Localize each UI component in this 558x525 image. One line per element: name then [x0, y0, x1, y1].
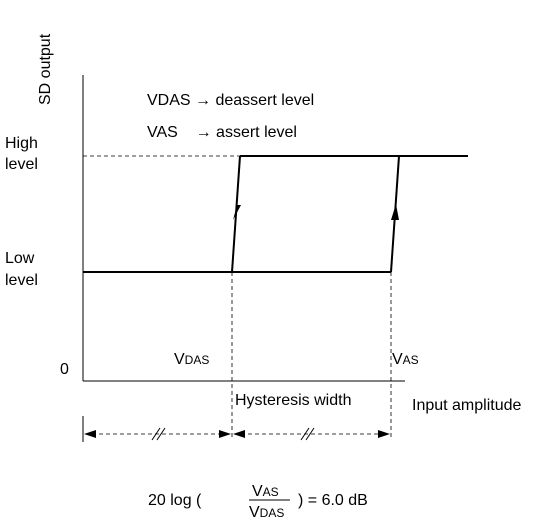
symbol: V	[249, 504, 260, 521]
formula-prefix: 20 log (	[148, 492, 202, 509]
symbol: V	[392, 351, 403, 368]
dimension-arrow	[233, 430, 245, 438]
hysteresis-width-label: Hysteresis width	[235, 392, 351, 409]
symbol: V	[174, 351, 185, 368]
symbol: V	[252, 483, 263, 500]
vdas-label: VDAS	[174, 351, 209, 368]
formula-suffix: ) = 6.0 dB	[298, 492, 368, 509]
low-level-label: level	[5, 272, 38, 289]
legend-entry: VAS → assert level	[147, 124, 297, 141]
formula-numerator: VAS	[252, 483, 279, 500]
dimension-arrow	[378, 430, 390, 438]
low-level-label: Low	[5, 250, 35, 267]
dimension-arrow	[219, 430, 231, 438]
formula-denominator: VDAS	[249, 504, 284, 521]
subscript: AS	[263, 485, 279, 499]
subscript: AS	[403, 353, 419, 367]
arrow-up	[391, 204, 399, 220]
subscript: DAS	[260, 506, 285, 520]
x-axis-label: Input amplitude	[412, 397, 522, 414]
vas-label: VAS	[392, 351, 419, 368]
high-level-label: High	[5, 135, 38, 152]
high-level-label: level	[5, 156, 38, 173]
dimension-arrow	[84, 430, 96, 438]
origin-label: 0	[60, 361, 69, 378]
y-axis-label: SD output	[37, 33, 54, 105]
subscript: DAS	[185, 353, 210, 367]
arrow-down	[233, 205, 241, 220]
legend-entry: VDAS → deassert level	[147, 92, 314, 109]
break-mark	[151, 427, 315, 441]
